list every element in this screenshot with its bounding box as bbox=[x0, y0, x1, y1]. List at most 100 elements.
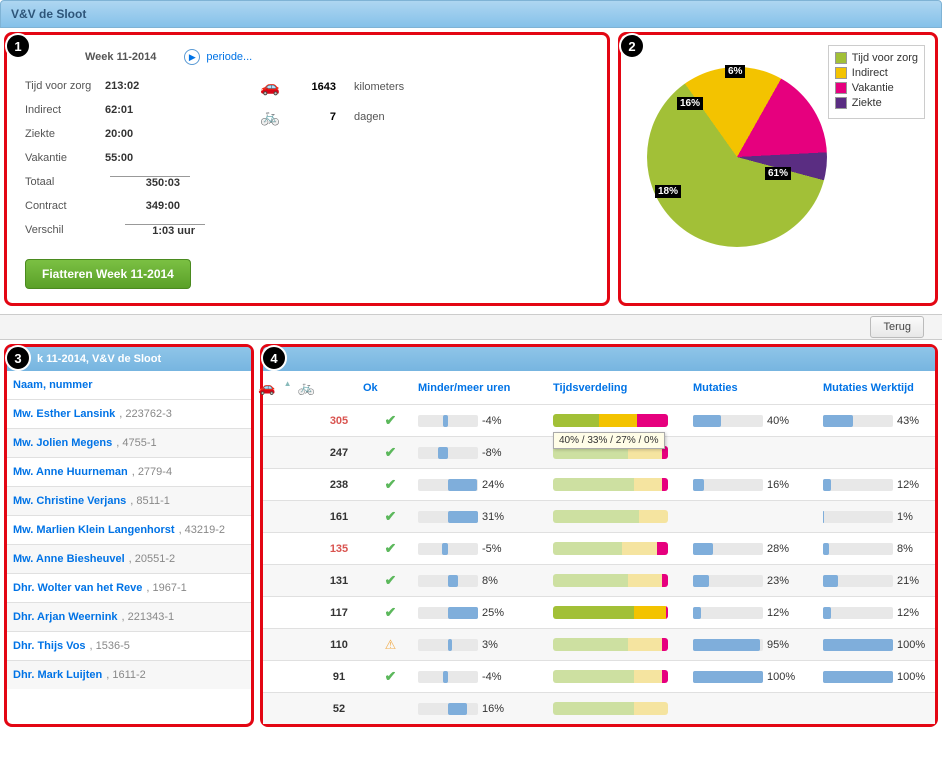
km-value: 131 bbox=[315, 575, 363, 587]
tv-cell bbox=[553, 542, 693, 555]
stat-value: 20:00 bbox=[95, 128, 175, 140]
tv-cell bbox=[553, 670, 693, 683]
mutw-cell: 100% bbox=[823, 639, 931, 651]
stat-value: 213:02 bbox=[95, 80, 175, 92]
mutw-cell: 21% bbox=[823, 575, 931, 587]
back-button[interactable]: Terug bbox=[870, 316, 924, 338]
pie-chart: 61% 18% 16% 6% bbox=[647, 67, 827, 247]
km-value: 91 bbox=[315, 671, 363, 683]
legend-label: Ziekte bbox=[852, 97, 882, 109]
person-name-row[interactable]: Dhr. Mark Luijten , 1611-2 bbox=[7, 660, 251, 689]
pie-slice-label: 18% bbox=[655, 185, 681, 198]
person-name-row[interactable]: Mw. Christine Verjans , 8511-1 bbox=[7, 486, 251, 515]
person-name-row[interactable]: Dhr. Arjan Weernink , 221343-1 bbox=[7, 602, 251, 631]
mm-cell: 25% bbox=[418, 607, 553, 619]
mm-value: 25% bbox=[482, 607, 504, 619]
transport-value: 1643 bbox=[300, 81, 336, 93]
legend-swatch bbox=[835, 52, 847, 64]
mut-cell: 100% bbox=[693, 671, 823, 683]
mm-value: -5% bbox=[482, 543, 502, 555]
check-icon: ✔ bbox=[385, 476, 397, 492]
km-value: 247 bbox=[315, 447, 363, 459]
mut-cell: 16% bbox=[693, 479, 823, 491]
mut-value: 40% bbox=[767, 415, 789, 427]
tv-cell bbox=[553, 478, 693, 491]
stat-value: 350:03 bbox=[110, 176, 190, 189]
stat-label: Contract bbox=[25, 200, 95, 212]
person-name-row[interactable]: Mw. Anne Biesheuvel , 20551-2 bbox=[7, 544, 251, 573]
name-column-header[interactable]: Naam, nummer bbox=[13, 379, 92, 391]
mut-cell: 23% bbox=[693, 575, 823, 587]
km-value: 117 bbox=[315, 607, 363, 619]
data-table-box: 4 🚗▲ 🚲 Ok Minder/meer uren Tijdsverdelin… bbox=[260, 344, 938, 727]
person-name: Dhr. Wolter van het Reve bbox=[13, 582, 142, 594]
list-header: k 11-2014, V&V de Sloot bbox=[7, 347, 251, 371]
marker-1: 1 bbox=[5, 33, 31, 59]
mut-value: 16% bbox=[767, 479, 789, 491]
ok-status: ✔ bbox=[363, 508, 418, 525]
person-name: Mw. Anne Huurneman bbox=[13, 466, 128, 478]
km-value: 52 bbox=[315, 703, 363, 715]
transport-unit: dagen bbox=[354, 111, 385, 123]
person-data-row: 110⚠3%95%100% bbox=[263, 628, 935, 660]
stat-label: Verschil bbox=[25, 224, 95, 236]
summary-box: 1 Week 11-2014 ▶ periode... Tijd voor zo… bbox=[4, 32, 610, 306]
mutw-cell: 43% bbox=[823, 415, 931, 427]
mm-value: 8% bbox=[482, 575, 498, 587]
person-name-row[interactable]: Mw. Jolien Megens , 4755-1 bbox=[7, 428, 251, 457]
pie-slice-label: 16% bbox=[677, 97, 703, 110]
panel-title: V&V de Sloot bbox=[0, 0, 942, 28]
mm-cell: -4% bbox=[418, 671, 553, 683]
stat-label: Ziekte bbox=[25, 128, 95, 140]
person-data-row: 135✔-5%28%8% bbox=[263, 532, 935, 564]
pie-slice-label: 6% bbox=[725, 65, 745, 78]
mutw-value: 21% bbox=[897, 575, 919, 587]
ok-status: ✔ bbox=[363, 668, 418, 685]
check-icon: ✔ bbox=[385, 508, 397, 524]
legend-swatch bbox=[835, 97, 847, 109]
km-value: 305 bbox=[315, 415, 363, 427]
check-icon: ✔ bbox=[385, 540, 397, 556]
person-name-row[interactable]: Dhr. Thijs Vos , 1536-5 bbox=[7, 631, 251, 660]
play-icon[interactable]: ▶ bbox=[184, 49, 200, 65]
person-data-row: 91✔ -4% 100% 100% bbox=[263, 660, 935, 692]
mutw-value: 1% bbox=[897, 511, 913, 523]
periode-link[interactable]: periode... bbox=[206, 51, 252, 63]
approve-button[interactable]: Fiatteren Week 11-2014 bbox=[25, 259, 191, 289]
person-name-row[interactable]: Mw. Marlien Klein Langenhorst , 43219-2 bbox=[7, 515, 251, 544]
km-value: 161 bbox=[315, 511, 363, 523]
col-mut[interactable]: Mutaties bbox=[693, 382, 823, 394]
tv-cell bbox=[553, 638, 693, 651]
person-name-row[interactable]: Mw. Anne Huurneman , 2779-4 bbox=[7, 457, 251, 486]
mm-value: 3% bbox=[482, 639, 498, 651]
legend-swatch bbox=[835, 82, 847, 94]
tv-cell bbox=[553, 510, 693, 523]
col-ok[interactable]: Ok bbox=[363, 382, 418, 394]
person-name: Mw. Esther Lansink bbox=[13, 408, 115, 420]
legend-label: Vakantie bbox=[852, 82, 894, 94]
mm-value: -4% bbox=[482, 671, 502, 683]
mut-cell: 40% bbox=[693, 415, 823, 427]
person-name: Dhr. Mark Luijten bbox=[13, 669, 102, 681]
mutw-cell: 100% bbox=[823, 671, 931, 683]
person-number: , 1536-5 bbox=[90, 640, 130, 652]
person-name: Mw. Marlien Klein Langenhorst bbox=[13, 524, 175, 536]
col-tv[interactable]: Tijdsverdeling bbox=[553, 382, 693, 394]
pie-slice-label: 61% bbox=[765, 167, 791, 180]
tv-cell bbox=[553, 702, 693, 715]
col-mm[interactable]: Minder/meer uren bbox=[418, 382, 553, 394]
warn-icon: ⚠ bbox=[385, 637, 397, 652]
check-icon: ✔ bbox=[385, 604, 397, 620]
person-name-row[interactable]: Mw. Esther Lansink , 223762-3 bbox=[7, 399, 251, 428]
person-name: Dhr. Thijs Vos bbox=[13, 640, 86, 652]
mut-value: 12% bbox=[767, 607, 789, 619]
person-name-row[interactable]: Dhr. Wolter van het Reve , 1967-1 bbox=[7, 573, 251, 602]
km-value: 135 bbox=[315, 543, 363, 555]
tv-cell bbox=[553, 574, 693, 587]
stat-list: Tijd voor zorg213:02Indirect62:01Ziekte2… bbox=[25, 77, 205, 245]
mm-cell: 8% bbox=[418, 575, 553, 587]
mutw-value: 8% bbox=[897, 543, 913, 555]
mm-value: 24% bbox=[482, 479, 504, 491]
col-mutw[interactable]: Mutaties Werktijd bbox=[823, 382, 931, 394]
mutw-value: 100% bbox=[897, 671, 925, 683]
